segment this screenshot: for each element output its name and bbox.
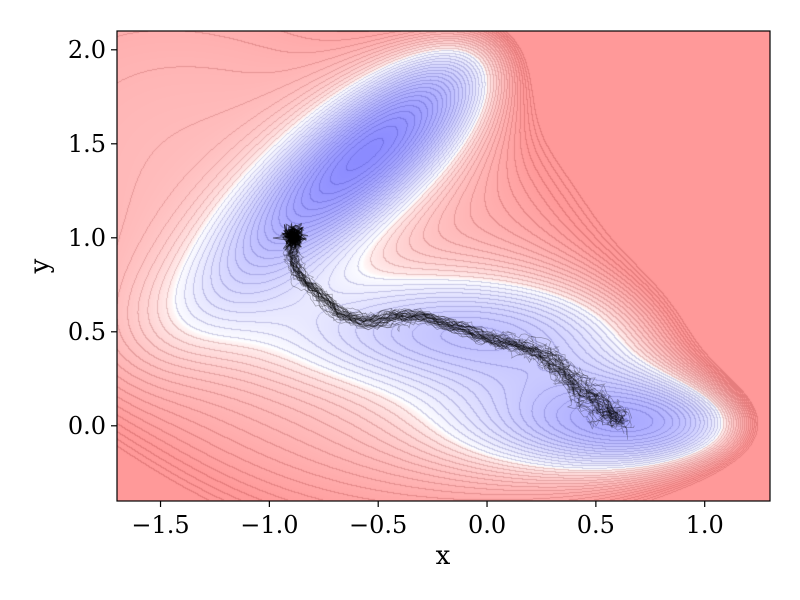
y-tick-label: 2.0 (68, 36, 106, 64)
trajectory-line (293, 233, 635, 429)
trajectory-line (287, 235, 621, 418)
y-tick-label: 0.0 (68, 412, 106, 440)
trajectory-line (282, 233, 619, 423)
trajectory-line (292, 233, 628, 440)
trajectory-line (282, 235, 620, 424)
x-tick-label: −1.0 (240, 511, 298, 539)
trajectory-line (289, 235, 615, 421)
plot-frame (116, 30, 771, 502)
trajectory-lines (272, 222, 635, 440)
trajectory-line (291, 233, 618, 429)
trajectory-line (290, 233, 623, 426)
y-tick-label: 1.5 (68, 130, 106, 158)
trajectory-line (288, 236, 628, 419)
x-axis-ticks: −1.5 −1.0 −0.5 0.0 0.5 1.0 (131, 501, 724, 539)
y-axis-ticks: 0.0 0.5 1.0 1.5 2.0 (68, 36, 117, 440)
trajectory-line (288, 232, 624, 419)
trajectory-line (292, 234, 617, 417)
energy-contour-heatmap (117, 31, 770, 501)
trajectory-line (290, 233, 620, 425)
trajectory-line (289, 232, 624, 427)
trajectory-line (290, 233, 627, 422)
x-tick-label: 1.0 (686, 511, 724, 539)
trajectory-line (287, 232, 618, 427)
trajectory-line (286, 233, 625, 425)
trajectory-start-cluster (284, 228, 297, 243)
trajectory-line (290, 232, 625, 423)
y-tick-label: 0.5 (68, 318, 106, 346)
trajectory-start-cluster (288, 224, 305, 238)
trajectory-start-cluster (289, 230, 309, 244)
trajectory-line (289, 232, 620, 405)
x-tick-label: −1.5 (131, 511, 189, 539)
trajectory-line (287, 230, 626, 425)
trajectory-line (295, 234, 633, 419)
plot-area (117, 31, 770, 501)
trajectory-start-cluster (285, 230, 297, 244)
trajectory-line (285, 232, 625, 425)
trajectory-line (288, 232, 628, 423)
trajectory-line (289, 234, 603, 430)
trajectory-line (288, 232, 622, 424)
x-axis-label: x (436, 541, 451, 571)
x-tick-label: −0.5 (349, 511, 407, 539)
trajectory-line (294, 233, 625, 434)
trajectory-line (286, 235, 632, 428)
trajectory-line (293, 234, 613, 417)
trajectory-line (290, 234, 631, 426)
trajectory-line (287, 232, 629, 425)
trajectory-line (292, 235, 622, 423)
trajectory-line (288, 235, 623, 425)
trajectory-line (283, 235, 613, 424)
trajectory-line (292, 235, 627, 414)
trajectory-line (285, 233, 627, 436)
trajectory-line (291, 233, 628, 431)
y-tick-label: 1.0 (68, 224, 106, 252)
y-axis-label: y (25, 258, 55, 274)
trajectory-line (286, 233, 626, 423)
x-tick-label: 0.0 (468, 511, 506, 539)
x-tick-label: 0.5 (577, 511, 615, 539)
